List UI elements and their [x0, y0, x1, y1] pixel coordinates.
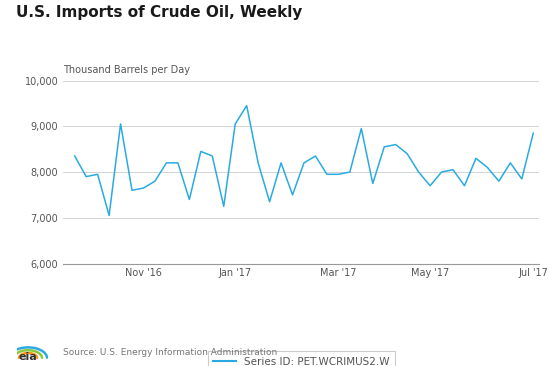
Legend: Series ID: PET.WCRIMUS2.W: Series ID: PET.WCRIMUS2.W: [207, 351, 395, 366]
Text: eia: eia: [19, 352, 37, 362]
Text: U.S. Imports of Crude Oil, Weekly: U.S. Imports of Crude Oil, Weekly: [16, 5, 303, 20]
Text: Thousand Barrels per Day: Thousand Barrels per Day: [63, 65, 190, 75]
Text: Source: U.S. Energy Information Administration: Source: U.S. Energy Information Administ…: [63, 348, 278, 357]
